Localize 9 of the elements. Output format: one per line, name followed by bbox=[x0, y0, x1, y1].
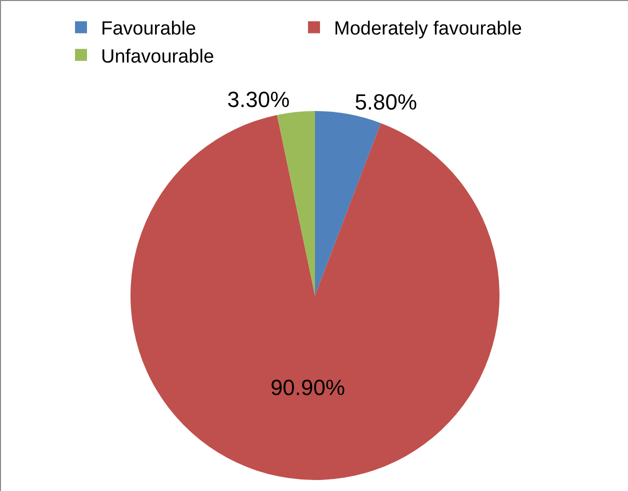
data-label: 90.90% bbox=[270, 374, 346, 400]
pie-slice bbox=[130, 114, 500, 480]
pie-slice bbox=[315, 111, 381, 296]
pie-slice bbox=[277, 111, 315, 296]
data-label: 5.80% bbox=[354, 89, 418, 114]
legend-label: Favourable bbox=[101, 18, 196, 40]
legend-label: Unfavourable bbox=[101, 46, 214, 68]
data-label: 3.30% bbox=[227, 87, 290, 112]
legend-label: Moderately favourable bbox=[334, 18, 522, 40]
